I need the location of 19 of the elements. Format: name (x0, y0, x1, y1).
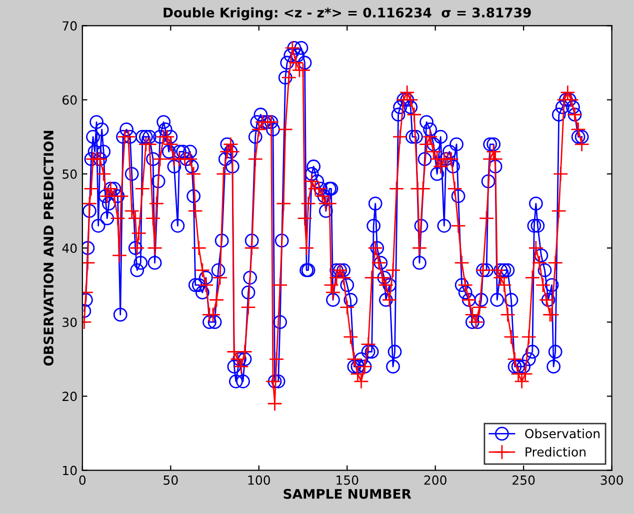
x-axis-title: SAMPLE NUMBER (284, 488, 412, 499)
x-tick-label: 100 (248, 475, 270, 485)
y-axis-title: OBSERVATION AND PREDICTION (44, 130, 54, 366)
x-tick-label: 0 (79, 475, 86, 485)
y-tick-label: 70 (62, 21, 77, 31)
x-tick-label: 300 (600, 475, 623, 485)
y-tick-label: 50 (62, 169, 77, 179)
legend-label: Prediction (526, 446, 586, 457)
x-tick-label: 250 (512, 475, 535, 485)
y-tick-label: 10 (63, 466, 77, 476)
y-tick-label: 40 (62, 243, 77, 253)
y-tick-label: 30 (62, 318, 77, 328)
x-tick-label: 150 (336, 475, 358, 485)
x-tick-label: 50 (164, 475, 178, 485)
y-tick-label: 60 (62, 95, 77, 105)
x-tick-label: 200 (424, 475, 446, 485)
y-tick-label: 20 (62, 392, 77, 402)
chart-title: Double Kriging: <z - z*> = 0.116234 σ = 3.81739 (164, 7, 531, 20)
legend-label: Observation (525, 428, 600, 438)
